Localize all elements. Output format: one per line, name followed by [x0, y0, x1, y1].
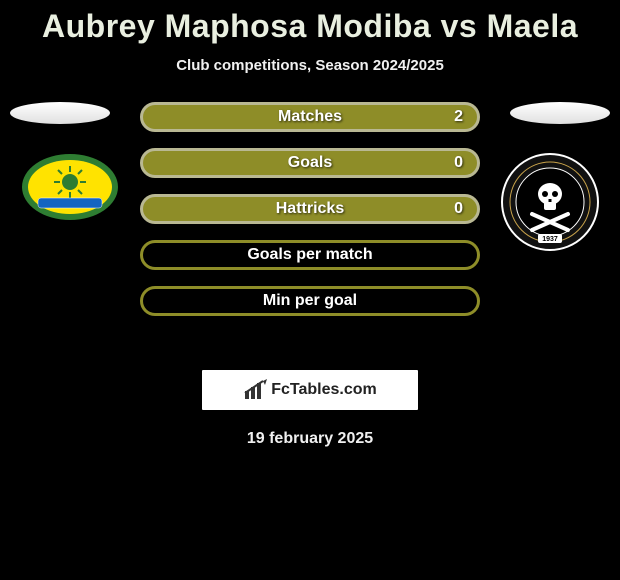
- comparison-area: Matches 2 Goals 0 Hattricks 0 Goals per …: [0, 102, 620, 352]
- branding-box: FcTables.com: [202, 370, 418, 410]
- branding-text: FcTables.com: [271, 381, 377, 399]
- subtitle: Club competitions, Season 2024/2025: [0, 57, 620, 74]
- stats-list: Matches 2 Goals 0 Hattricks 0 Goals per …: [140, 102, 480, 332]
- pirates-badge-icon: 1937: [500, 152, 600, 252]
- left-player-silhouette: [10, 102, 110, 124]
- stat-row-hattricks: Hattricks 0: [140, 194, 480, 224]
- right-club-badge: 1937: [500, 152, 600, 257]
- comparison-infographic: Aubrey Maphosa Modiba vs Maela Club comp…: [0, 0, 620, 580]
- stat-label: Min per goal: [143, 292, 477, 310]
- svg-text:1937: 1937: [542, 236, 558, 243]
- right-player-silhouette: [510, 102, 610, 124]
- stat-label: Hattricks: [143, 200, 477, 218]
- fctables-chart-icon: [243, 379, 269, 401]
- stat-row-matches: Matches 2: [140, 102, 480, 132]
- stat-label: Goals: [143, 154, 477, 172]
- player-ellipse-icon: [510, 102, 610, 124]
- stat-label: Matches: [143, 108, 477, 126]
- player-ellipse-icon: [10, 102, 110, 124]
- stat-value: 2: [454, 108, 463, 126]
- sundowns-badge-icon: [20, 152, 120, 222]
- stat-value: 0: [454, 154, 463, 172]
- stat-row-goals-per-match: Goals per match: [140, 240, 480, 270]
- date-text: 19 february 2025: [0, 430, 620, 448]
- stat-label: Goals per match: [143, 246, 477, 264]
- stat-row-goals: Goals 0: [140, 148, 480, 178]
- stat-row-min-per-goal: Min per goal: [140, 286, 480, 316]
- stat-value: 0: [454, 200, 463, 218]
- left-club-badge: [20, 152, 120, 227]
- page-title: Aubrey Maphosa Modiba vs Maela: [0, 0, 620, 45]
